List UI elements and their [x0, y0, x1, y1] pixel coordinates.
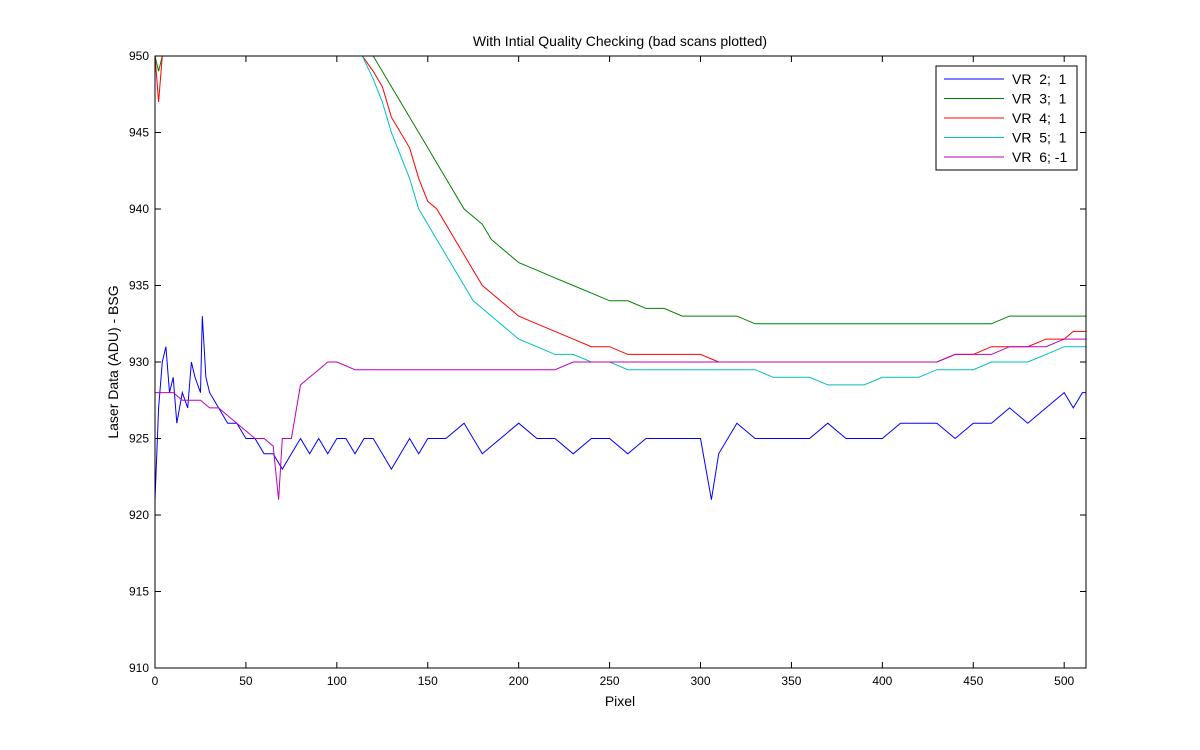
x-tick-label: 500 — [1054, 674, 1074, 688]
chart-title: With Intial Quality Checking (bad scans … — [473, 33, 767, 49]
x-tick-label: 100 — [327, 674, 347, 688]
x-tick-label: 450 — [963, 674, 983, 688]
x-tick-label: 0 — [152, 674, 159, 688]
legend-label: VR 3; 1 — [1012, 91, 1067, 107]
y-axis-title: Laser Data (ADU) - BSG — [105, 285, 121, 438]
y-tick-label: 915 — [129, 585, 149, 599]
y-tick-label: 920 — [129, 508, 149, 522]
x-axis-title: Pixel — [605, 693, 635, 709]
legend-label: VR 5; 1 — [1012, 130, 1067, 146]
series-line-5 — [155, 338, 1086, 500]
y-tick-label: 950 — [129, 49, 149, 63]
x-tick-label: 150 — [418, 674, 438, 688]
y-tick-label: 910 — [129, 661, 149, 675]
x-tick-label: 300 — [690, 674, 710, 688]
x-tick-label: 400 — [872, 674, 892, 688]
y-tick-label: 930 — [129, 355, 149, 369]
series-line-4 — [361, 56, 1086, 386]
y-axis-ticks: 910 915 920 925 930 935 940 945 950 — [129, 49, 1086, 675]
x-tick-label: 250 — [600, 674, 620, 688]
series-layer — [155, 56, 1086, 500]
x-tick-label: 350 — [781, 674, 801, 688]
legend-label: VR 4; 1 — [1012, 110, 1067, 126]
x-tick-label: 50 — [239, 674, 253, 688]
series-line-2 — [155, 56, 1086, 325]
x-tick-label: 200 — [509, 674, 529, 688]
legend: VR 2; 1 VR 3; 1 VR 4; 1 VR 5; 1 VR 6; -1 — [935, 65, 1078, 171]
y-tick-label: 925 — [129, 432, 149, 446]
legend-label: VR 2; 1 — [1012, 71, 1067, 87]
y-tick-label: 945 — [129, 126, 149, 140]
x-axis-ticks: 0 50 100 150 200 250 300 350 400 450 500 — [152, 56, 1075, 688]
series-line-1 — [155, 316, 1086, 500]
y-tick-label: 940 — [129, 202, 149, 216]
legend-label: VR 6; -1 — [1012, 149, 1067, 165]
y-tick-label: 935 — [129, 279, 149, 293]
